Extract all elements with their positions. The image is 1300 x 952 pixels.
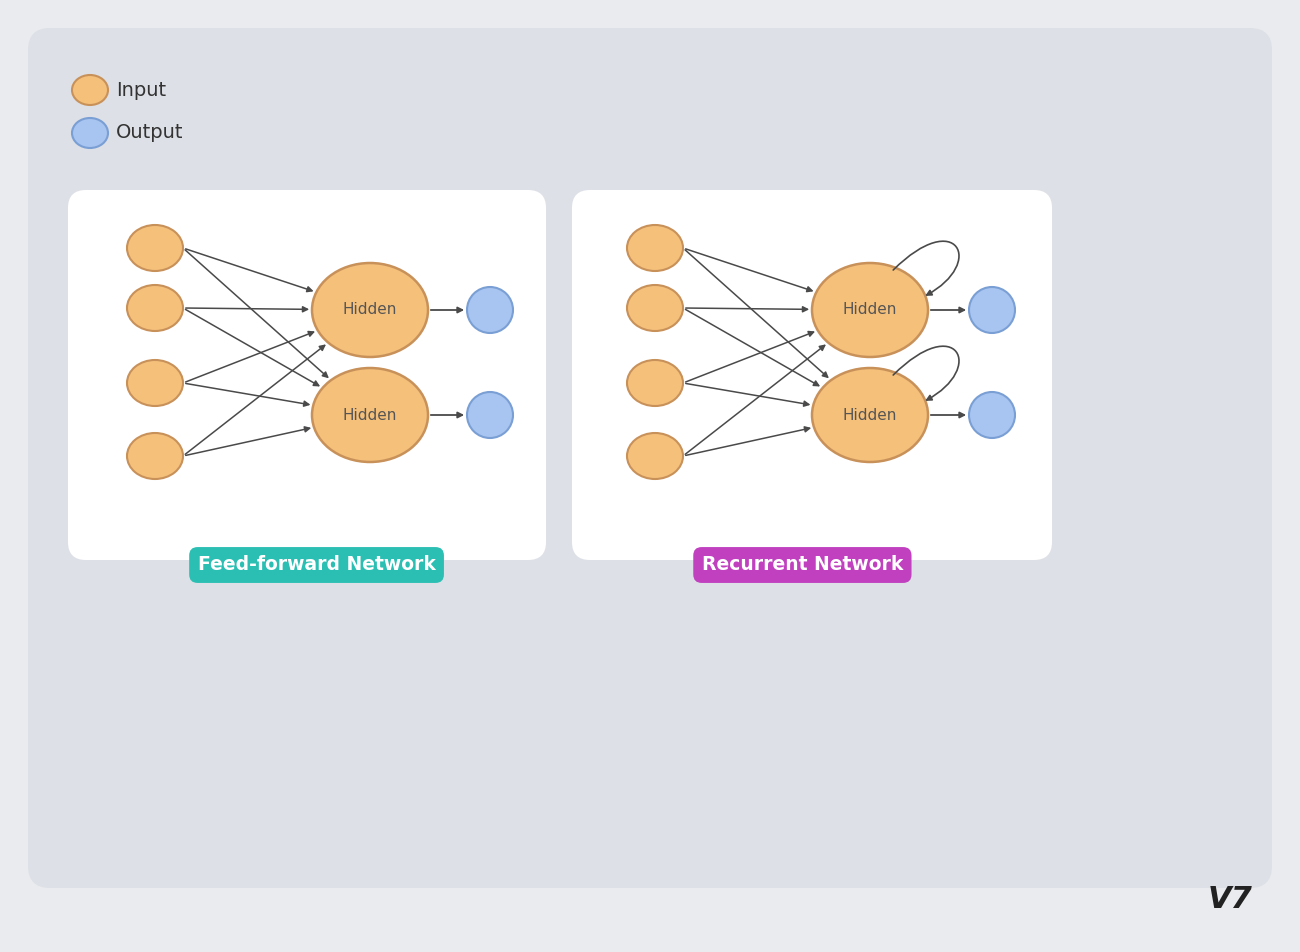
Ellipse shape (627, 360, 683, 406)
Ellipse shape (812, 368, 928, 462)
Text: Output: Output (116, 124, 183, 143)
Ellipse shape (627, 433, 683, 479)
FancyBboxPatch shape (29, 28, 1271, 888)
Ellipse shape (627, 285, 683, 331)
Ellipse shape (467, 287, 514, 333)
Ellipse shape (72, 75, 108, 105)
Ellipse shape (72, 118, 108, 148)
FancyBboxPatch shape (572, 190, 1052, 560)
Ellipse shape (127, 433, 183, 479)
Ellipse shape (627, 225, 683, 271)
Text: Input: Input (116, 81, 166, 100)
Ellipse shape (968, 287, 1015, 333)
Text: Hidden: Hidden (842, 303, 897, 318)
Text: Recurrent Network: Recurrent Network (702, 556, 903, 574)
FancyArrowPatch shape (893, 241, 959, 295)
Ellipse shape (968, 392, 1015, 438)
Ellipse shape (127, 360, 183, 406)
FancyBboxPatch shape (68, 190, 546, 560)
Ellipse shape (312, 368, 428, 462)
Text: Hidden: Hidden (842, 407, 897, 423)
Text: V7: V7 (1208, 885, 1252, 915)
Ellipse shape (467, 392, 514, 438)
Text: Feed-forward Network: Feed-forward Network (198, 556, 436, 574)
Text: Hidden: Hidden (343, 407, 398, 423)
Text: Hidden: Hidden (343, 303, 398, 318)
FancyArrowPatch shape (893, 347, 959, 400)
Ellipse shape (127, 285, 183, 331)
Ellipse shape (127, 225, 183, 271)
Ellipse shape (312, 263, 428, 357)
Ellipse shape (812, 263, 928, 357)
